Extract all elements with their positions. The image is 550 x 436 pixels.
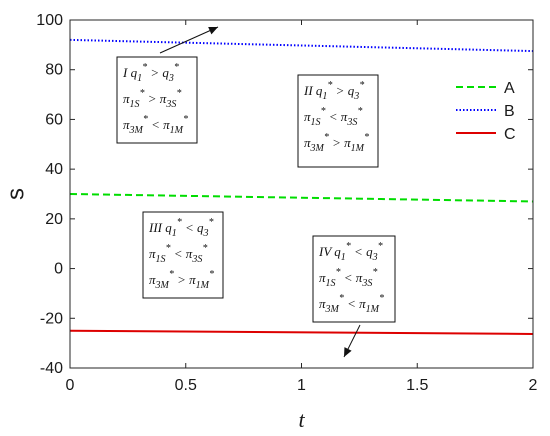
y-axis-label: s — [2, 188, 29, 200]
annotation-frame — [116, 56, 198, 144]
annotation-box-iv: IV q1* < q3* π1S* < π3S* π3M* < π1M* — [312, 235, 396, 323]
annotation-frame — [312, 235, 396, 323]
annotation-line: II q1* > q3* — [303, 80, 364, 102]
y-tick-label: -20 — [40, 310, 63, 327]
y-tick-label: 0 — [54, 261, 63, 278]
ticks-layer: 0 0.5 1 1.5 2 -40 -20 0 20 40 60 80 100 — [36, 12, 537, 394]
annotations-layer: I q1* > q3* π1S* > π3S* π3M* < π1M* II q1* … — [116, 26, 396, 358]
y-tick-label: 40 — [45, 161, 63, 178]
annotation-line: III q1* < q3* — [148, 217, 214, 239]
series-line-c — [69, 329, 534, 335]
y-tick-label: 100 — [36, 12, 63, 29]
annotation-arrow-i — [159, 26, 219, 54]
x-tick-label: 0.5 — [175, 377, 197, 394]
x-axis-label: t — [298, 407, 305, 432]
x-tick-label: 1.5 — [406, 377, 428, 394]
legend-label-c: C — [504, 126, 516, 143]
annotation-line: π3M* > π1M* — [149, 269, 214, 291]
series-line-b — [69, 38, 534, 53]
series-line-a — [69, 193, 534, 203]
legend: ABC — [456, 80, 516, 143]
arrow-head-icon — [208, 27, 218, 35]
y-tick-label: -40 — [40, 360, 63, 377]
annotation-line: π1S* < π3S* — [149, 243, 207, 265]
annotation-line: π1S* < π3S* — [304, 106, 362, 128]
x-tick-label: 1 — [297, 377, 306, 394]
annotation-line: π3M* < π1M* — [123, 114, 188, 136]
annotation-box-ii: II q1* > q3* π1S* < π3S* π3M* > π1M* — [297, 74, 379, 168]
annotation-line: π3M* < π1M* — [319, 293, 384, 315]
annotation-frame — [142, 211, 224, 299]
annotation-line: π3M* > π1M* — [304, 132, 369, 154]
series-layer — [69, 38, 534, 335]
x-tick-label: 0 — [66, 377, 75, 394]
annotation-line: IV q1* < q3* — [318, 241, 383, 263]
annotation-box-iii: III q1* < q3* π1S* < π3S* π3M* > π1M* — [142, 211, 224, 299]
arrow-head-icon — [344, 347, 352, 357]
annotation-box-i: I q1* > q3* π1S* > π3S* π3M* < π1M* — [116, 56, 198, 144]
y-tick-label: 20 — [45, 211, 63, 228]
annotation-line: π1S* > π3S* — [123, 88, 181, 110]
legend-label-a: A — [504, 80, 515, 97]
x-tick-label: 2 — [529, 377, 538, 394]
legend-label-b: B — [504, 103, 515, 120]
y-tick-label: 80 — [45, 62, 63, 79]
annotation-frame — [297, 74, 379, 168]
annotation-line: I q1* > q3* — [122, 62, 179, 84]
annotation-line: π1S* < π3S* — [319, 267, 377, 289]
y-tick-label: 60 — [45, 111, 63, 128]
